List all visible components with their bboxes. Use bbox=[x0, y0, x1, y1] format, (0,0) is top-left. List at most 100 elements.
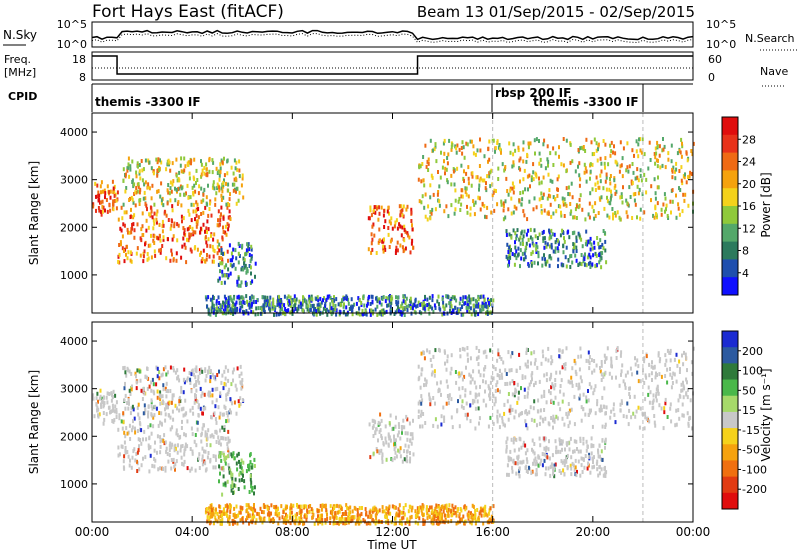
echo-cell bbox=[236, 167, 239, 172]
echo-cell bbox=[160, 160, 163, 165]
echo-cell bbox=[223, 280, 226, 285]
echo-cell bbox=[692, 346, 695, 351]
echo-cell bbox=[316, 509, 319, 514]
echo-cell bbox=[134, 430, 137, 435]
echo-cell bbox=[207, 369, 209, 374]
colorbar-frame bbox=[721, 330, 739, 510]
echo-cell bbox=[466, 204, 468, 209]
echo-cell bbox=[445, 367, 448, 372]
echo-cell bbox=[195, 213, 198, 218]
echo-cell bbox=[370, 213, 373, 218]
echo-cell bbox=[213, 232, 216, 237]
echo-cell bbox=[405, 305, 408, 309]
echo-cell bbox=[351, 312, 354, 317]
echo-cell bbox=[374, 521, 377, 526]
echo-cell bbox=[465, 296, 468, 301]
echo-cell bbox=[541, 195, 544, 200]
echo-cell bbox=[180, 214, 183, 219]
echo-cell bbox=[614, 183, 617, 188]
echo-cell bbox=[142, 167, 145, 172]
echo-cell bbox=[496, 417, 499, 422]
echo-cell bbox=[227, 182, 230, 187]
echo-cell bbox=[497, 145, 500, 150]
echo-cell bbox=[559, 233, 562, 238]
echo-cell bbox=[146, 252, 149, 256]
echo-cell bbox=[619, 195, 622, 200]
echo-cell bbox=[431, 306, 434, 311]
echo-cell bbox=[428, 302, 430, 307]
echo-cell bbox=[204, 430, 207, 435]
echo-cell bbox=[135, 452, 138, 456]
echo-cell bbox=[344, 296, 346, 301]
echo-cell bbox=[253, 464, 256, 468]
echo-cell bbox=[438, 306, 441, 311]
echo-cell bbox=[395, 295, 397, 300]
colorbar-tick-label: 200 bbox=[742, 345, 763, 358]
echo-cell bbox=[230, 488, 233, 493]
echo-cell bbox=[386, 515, 388, 520]
echo-cell bbox=[417, 300, 420, 305]
echo-cell bbox=[419, 164, 422, 169]
echo-cell bbox=[236, 366, 239, 371]
echo-cell bbox=[209, 297, 212, 302]
echo-cell bbox=[227, 429, 230, 434]
echo-cell bbox=[580, 237, 583, 242]
echo-cell bbox=[505, 372, 508, 376]
echo-cell bbox=[484, 186, 487, 191]
echo-cell bbox=[381, 459, 384, 464]
echo-cell bbox=[648, 373, 651, 378]
echo-cell bbox=[446, 156, 449, 160]
echo-cell bbox=[680, 382, 683, 387]
echo-cell bbox=[228, 504, 231, 509]
echo-cell bbox=[690, 360, 693, 365]
cpid-segment-2: rbsp 200 IF bbox=[495, 86, 571, 100]
echo-cell bbox=[538, 181, 541, 186]
echo-cell bbox=[395, 415, 397, 420]
echo-cell bbox=[678, 186, 680, 191]
echo-cell bbox=[408, 504, 411, 509]
echo-cell bbox=[358, 306, 360, 311]
echo-cell bbox=[174, 467, 176, 472]
echo-cell bbox=[604, 179, 607, 184]
echo-cell bbox=[516, 400, 519, 405]
echo-cell bbox=[532, 243, 535, 248]
echo-cell bbox=[689, 170, 692, 175]
echo-cell bbox=[430, 211, 433, 216]
echo-cell bbox=[454, 198, 457, 203]
echo-cell bbox=[565, 169, 568, 174]
echo-cell bbox=[324, 301, 327, 306]
echo-cell bbox=[521, 197, 524, 202]
echo-cell bbox=[224, 230, 227, 235]
echo-cell bbox=[113, 184, 116, 189]
echo-cell bbox=[404, 443, 407, 448]
echo-cell bbox=[561, 228, 564, 233]
echo-cell bbox=[121, 426, 124, 431]
echo-cell bbox=[130, 428, 133, 433]
echo-cell bbox=[160, 373, 163, 378]
echo-cell bbox=[671, 199, 674, 204]
echo-cell bbox=[153, 221, 156, 226]
echo-cell bbox=[563, 422, 566, 427]
echo-cell bbox=[156, 171, 159, 176]
echo-cell bbox=[594, 251, 597, 256]
echo-cell bbox=[176, 406, 178, 411]
echo-cell bbox=[167, 413, 170, 418]
echo-cell bbox=[339, 516, 341, 521]
echo-cell bbox=[447, 152, 450, 157]
echo-cell bbox=[560, 439, 563, 444]
echo-cell bbox=[505, 448, 508, 453]
echo-cell bbox=[683, 175, 686, 180]
echo-cell bbox=[531, 447, 533, 452]
echo-cell bbox=[518, 413, 521, 418]
echo-cell bbox=[620, 163, 623, 168]
echo-cell bbox=[412, 418, 414, 423]
echo-cell bbox=[513, 437, 515, 441]
echo-cell bbox=[317, 302, 320, 307]
echo-cell bbox=[252, 299, 255, 304]
echo-cell bbox=[427, 161, 430, 166]
echo-cell bbox=[409, 299, 412, 304]
echo-cell bbox=[609, 177, 611, 181]
echo-cell bbox=[219, 166, 222, 171]
echo-cell bbox=[587, 398, 590, 403]
echo-cell bbox=[462, 406, 465, 410]
